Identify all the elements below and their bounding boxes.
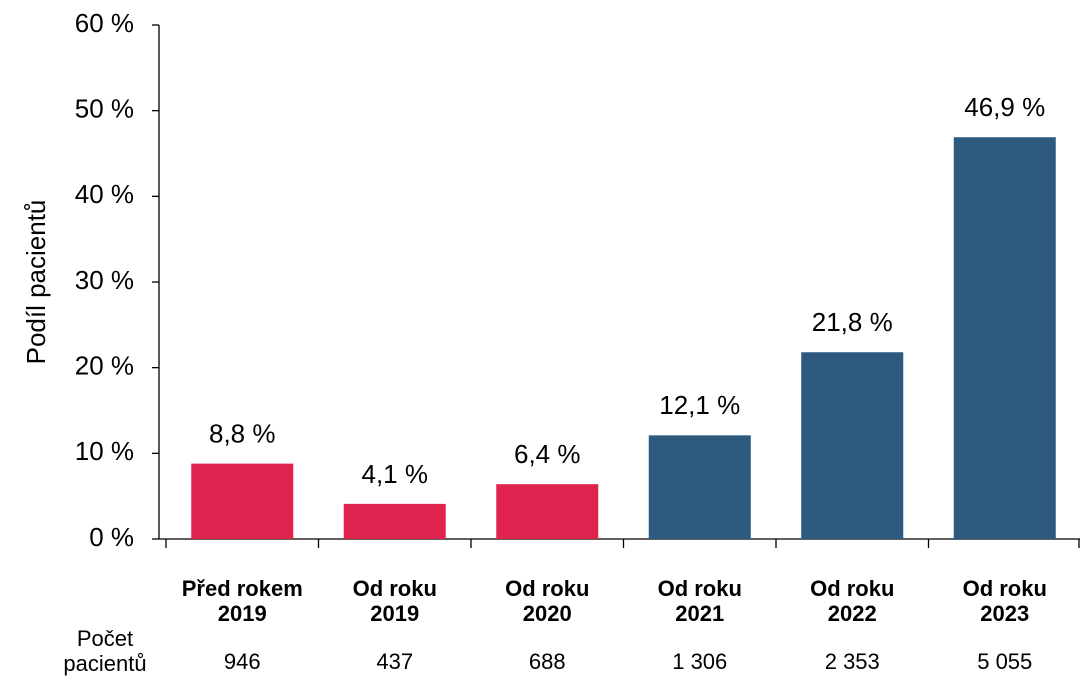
value-label: 4,1 % <box>362 459 429 489</box>
x-tick-label-line: Od roku <box>505 576 589 601</box>
x-tick-label: Od roku 2021 <box>658 576 742 626</box>
x-tick-label-line: 2019 <box>218 601 267 626</box>
x-tick-label: Od roku 2022 <box>810 576 894 626</box>
x-tick-label-line: Od roku <box>658 576 742 601</box>
count-value: 688 <box>529 649 566 674</box>
bar <box>801 352 904 539</box>
count-value: 437 <box>376 649 413 674</box>
value-label: 21,8 % <box>812 307 893 337</box>
x-tick-label-line: Od roku <box>353 576 437 601</box>
y-axis-label: Podíl pacientů <box>21 200 51 365</box>
x-tick-label-line: 2020 <box>523 601 572 626</box>
x-tick-label-line: Od roku <box>810 576 894 601</box>
count-value: 946 <box>224 649 261 674</box>
bar <box>496 484 599 539</box>
x-tick-label-line: 2019 <box>370 601 419 626</box>
count-row-label-line: Počet <box>77 626 133 651</box>
y-tick-label: 40 % <box>75 179 134 209</box>
bar <box>648 435 751 539</box>
x-tick-label-line: 2022 <box>828 601 877 626</box>
y-tick-label: 10 % <box>75 436 134 466</box>
y-tick-label: 50 % <box>75 94 134 124</box>
y-tick-label: 0 % <box>89 522 134 552</box>
bar <box>343 503 446 539</box>
x-tick-label: Od roku 2020 <box>505 576 589 626</box>
y-tick-label: 30 % <box>75 265 134 295</box>
x-tick-label-line: Od roku <box>963 576 1047 601</box>
count-row-label: Počet pacientů <box>63 626 146 676</box>
x-tick-label: Od roku 2023 <box>963 576 1047 626</box>
y-tick-label: 60 % <box>75 8 134 38</box>
y-tick-label: 20 % <box>75 351 134 381</box>
x-tick-label: Před rokem 2019 <box>182 576 303 626</box>
value-label: 46,9 % <box>964 92 1045 122</box>
x-tick-label: Od roku 2019 <box>353 576 437 626</box>
x-tick-label-line: 2023 <box>980 601 1029 626</box>
count-value: 5 055 <box>977 649 1032 674</box>
count-row-label-line: pacientů <box>63 651 146 676</box>
value-label: 12,1 % <box>659 390 740 420</box>
count-value: 1 306 <box>672 649 727 674</box>
x-tick-label-line: 2021 <box>675 601 724 626</box>
bar <box>953 137 1056 539</box>
value-label: 6,4 % <box>514 439 581 469</box>
count-value: 2 353 <box>825 649 880 674</box>
value-label: 8,8 % <box>209 418 276 448</box>
x-tick-label-line: Před rokem <box>182 576 303 601</box>
bar <box>191 463 294 539</box>
